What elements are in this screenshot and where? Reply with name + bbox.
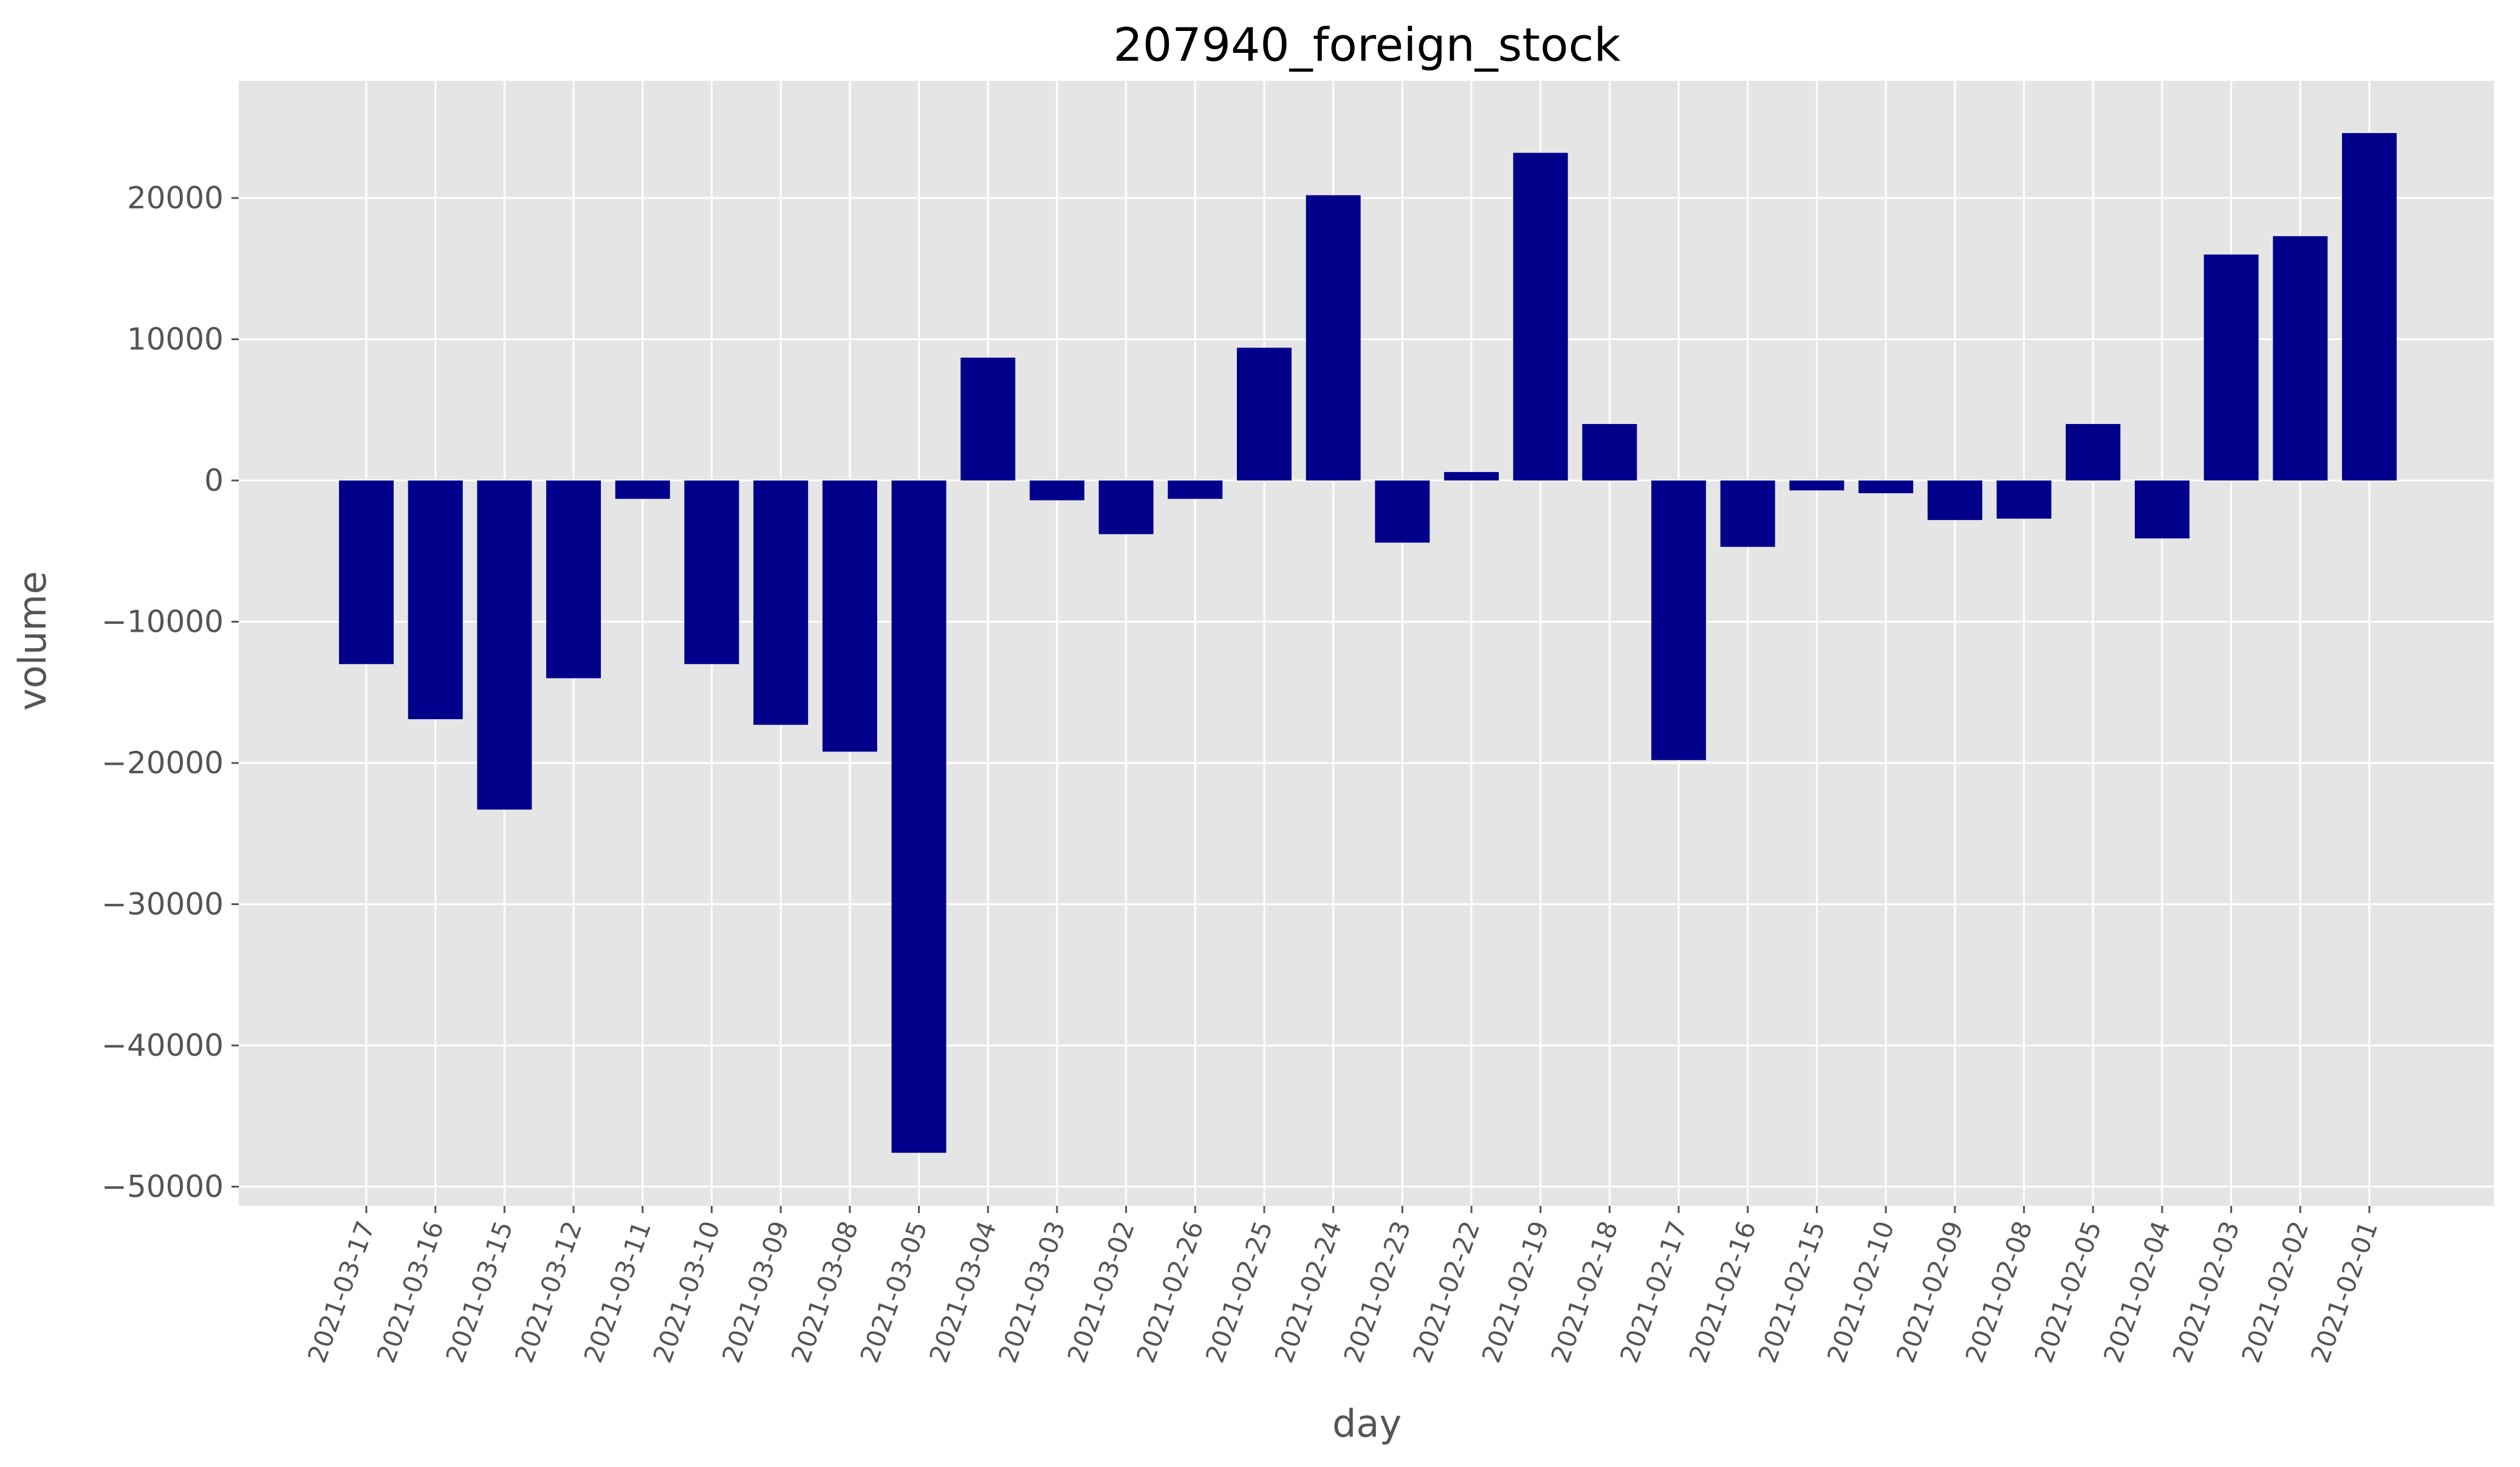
x-tick-label: 2021-02-25 xyxy=(1200,1217,1279,1367)
bar xyxy=(1582,424,1637,480)
x-tick-label: 2021-02-03 xyxy=(2166,1217,2245,1367)
bars xyxy=(339,133,2397,1153)
bar xyxy=(1858,480,1914,493)
bar xyxy=(2342,133,2397,481)
chart-title: 207940_foreign_stock xyxy=(1114,18,1621,72)
x-tick-label: 2021-03-09 xyxy=(716,1217,795,1367)
bar xyxy=(1513,152,1568,481)
bar xyxy=(1306,195,1361,480)
x-tick-label: 2021-02-26 xyxy=(1131,1217,1210,1367)
x-tick-label: 2021-02-01 xyxy=(2305,1217,2384,1367)
x-tick-label: 2021-02-08 xyxy=(1959,1217,2038,1367)
bar xyxy=(339,480,394,665)
x-tick-label: 2021-02-05 xyxy=(2029,1217,2107,1367)
y-tick-label: −10000 xyxy=(101,604,224,640)
bar xyxy=(684,480,739,665)
bar xyxy=(1375,480,1430,543)
bar xyxy=(1098,480,1154,535)
x-tick-label: 2021-02-16 xyxy=(1683,1217,1762,1367)
bar xyxy=(1651,480,1707,761)
bar xyxy=(1444,472,1499,480)
bar xyxy=(1029,480,1084,501)
x-tick-label: 2021-03-04 xyxy=(923,1217,1002,1367)
x-tick-label: 2021-03-15 xyxy=(440,1217,519,1367)
x-tick-label: 2021-03-05 xyxy=(854,1217,933,1367)
x-tick-label: 2021-03-10 xyxy=(647,1217,726,1367)
x-tick-label: 2021-03-08 xyxy=(786,1217,865,1367)
y-tick-label: −50000 xyxy=(101,1169,224,1205)
y-axis-ticks: 20000 10000 0 −10000 −20000 −30000 −40000 −5000… xyxy=(101,180,239,1205)
bar xyxy=(1236,347,1292,480)
bar xyxy=(1720,480,1775,547)
bar xyxy=(960,357,1016,480)
x-axis-label: day xyxy=(1332,1401,1402,1446)
x-tick-label: 2021-03-03 xyxy=(993,1217,1072,1367)
bar xyxy=(891,480,947,1153)
bar xyxy=(615,480,670,499)
x-tick-label: 2021-03-02 xyxy=(1061,1217,1140,1367)
x-tick-label: 2021-02-23 xyxy=(1338,1217,1417,1367)
x-tick-label: 2021-02-24 xyxy=(1269,1217,1348,1367)
x-tick-label: 2021-02-17 xyxy=(1614,1217,1693,1367)
bar xyxy=(2134,480,2190,539)
x-tick-label: 2021-02-02 xyxy=(2236,1217,2315,1367)
bar xyxy=(546,480,601,679)
y-tick-label: −20000 xyxy=(101,745,224,781)
x-tick-label: 2021-02-22 xyxy=(1407,1217,1486,1367)
bar xyxy=(1789,480,1844,491)
x-tick-label: 2021-02-10 xyxy=(1821,1217,1900,1367)
y-tick-label: −30000 xyxy=(101,887,224,922)
bar xyxy=(2273,236,2328,480)
bar xyxy=(1168,480,1223,499)
x-tick-label: 2021-03-12 xyxy=(509,1217,588,1367)
y-tick-label: 0 xyxy=(204,463,224,498)
y-axis-label: volume xyxy=(10,571,55,711)
x-tick-label: 2021-03-17 xyxy=(302,1217,381,1367)
bar xyxy=(2066,424,2121,480)
bar xyxy=(477,480,532,810)
bar xyxy=(1927,480,1982,521)
x-tick-label: 2021-02-19 xyxy=(1476,1217,1555,1367)
x-tick-label: 2021-02-09 xyxy=(1891,1217,1970,1367)
x-tick-label: 2021-02-18 xyxy=(1545,1217,1624,1367)
bar xyxy=(1996,480,2052,519)
bar xyxy=(408,480,463,719)
x-tick-label: 2021-03-11 xyxy=(578,1217,657,1367)
x-axis-ticks: 2021-03-172021-03-162021-03-152021-03-12… xyxy=(302,1206,2384,1367)
bar xyxy=(2203,255,2259,480)
y-tick-label: 20000 xyxy=(127,180,224,216)
plot-area xyxy=(239,81,2494,1206)
bar xyxy=(822,480,877,752)
x-tick-label: 2021-03-16 xyxy=(371,1217,450,1367)
x-tick-label: 2021-02-04 xyxy=(2098,1217,2177,1367)
x-tick-label: 2021-02-15 xyxy=(1752,1217,1831,1367)
y-tick-label: 10000 xyxy=(127,322,224,357)
bar xyxy=(753,480,809,725)
y-tick-label: −40000 xyxy=(101,1028,224,1063)
